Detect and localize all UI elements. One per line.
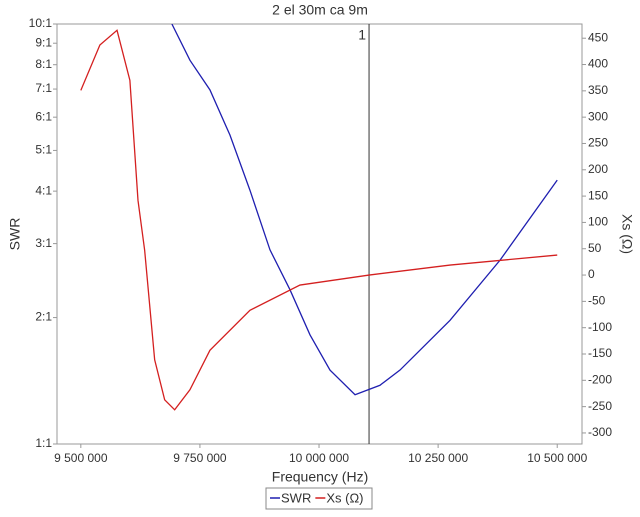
- y-tick-label: 4:1: [35, 183, 52, 197]
- series-line: [171, 24, 558, 396]
- y2-tick-label: 400: [588, 57, 608, 71]
- y2-tick-label: 50: [588, 241, 602, 255]
- legend-label: SWR: [281, 490, 311, 505]
- y2-tick-label: 450: [588, 30, 608, 44]
- y-tick-label: 1:1: [35, 436, 52, 450]
- y2-tick-label: -50: [588, 294, 606, 308]
- y-tick-label: 2:1: [35, 310, 52, 324]
- x-axis-label: Frequency (Hz): [272, 469, 368, 485]
- y-axis-label: SWR: [7, 218, 23, 251]
- series-line: [80, 29, 558, 411]
- y2-tick-label: 150: [588, 188, 608, 202]
- y2-tick-label: -100: [588, 320, 612, 334]
- y2-axis-label: Xs (Ω): [619, 214, 635, 254]
- y2-tick-label: 300: [588, 109, 608, 123]
- y2-tick-label: 350: [588, 83, 608, 97]
- y2-tick-label: 250: [588, 136, 608, 150]
- chart-title: 2 el 30m ca 9m: [272, 2, 368, 18]
- marker-label: 1: [358, 27, 366, 43]
- y-tick-label: 8:1: [35, 57, 52, 71]
- legend-label: Xs (Ω): [326, 490, 363, 505]
- y2-tick-label: -150: [588, 346, 612, 360]
- x-tick-label: 10 500 000: [527, 451, 587, 465]
- y-tick-label: 6:1: [35, 109, 52, 123]
- x-tick-label: 10 000 000: [289, 451, 349, 465]
- y-tick-label: 3:1: [35, 236, 52, 250]
- x-tick-label: 10 250 000: [408, 451, 468, 465]
- y2-tick-label: -250: [588, 399, 612, 413]
- y2-tick-label: 0: [588, 267, 595, 281]
- x-tick-label: 9 750 000: [173, 451, 227, 465]
- y2-tick-label: 100: [588, 215, 608, 229]
- y-tick-label: 9:1: [35, 35, 52, 49]
- y2-tick-label: -300: [588, 425, 612, 439]
- y-tick-label: 10:1: [29, 16, 53, 30]
- y2-tick-label: -200: [588, 372, 612, 386]
- y2-tick-label: 200: [588, 162, 608, 176]
- x-tick-label: 9 500 000: [54, 451, 108, 465]
- y-tick-label: 7:1: [35, 81, 52, 95]
- y-tick-label: 5:1: [35, 143, 52, 157]
- plot-frame: [56, 23, 583, 445]
